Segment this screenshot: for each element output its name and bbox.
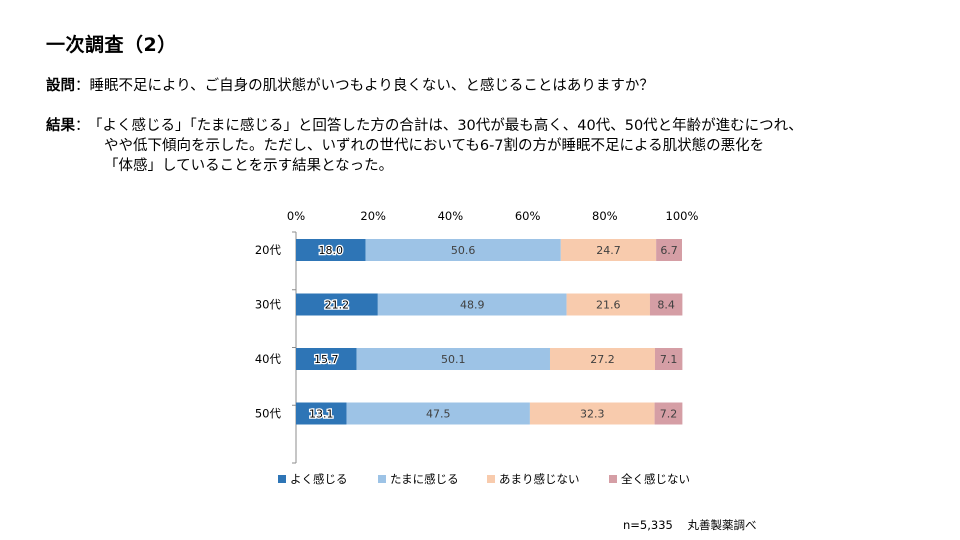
bar-segment (560, 239, 657, 261)
data-label: 50.6 (451, 244, 476, 257)
x-tick-label: 60% (515, 209, 541, 223)
bar-segment (656, 239, 682, 261)
x-tick-label: 80% (592, 209, 618, 223)
result-label: 結果 (46, 118, 75, 134)
bar-segment (296, 239, 366, 261)
category-label: 50代 (255, 407, 282, 421)
legend-label: たまに感じる (390, 472, 459, 486)
bar-segment (549, 348, 655, 370)
data-label: 7.1 (660, 353, 678, 366)
data-label: 21.6 (596, 299, 621, 312)
bar-segment (296, 402, 347, 425)
bar-segment (654, 348, 683, 370)
x-tick-label: 0% (287, 209, 305, 223)
x-tick-label: 20% (360, 209, 386, 223)
data-label: 21.2 (325, 299, 350, 312)
question: 設問：睡眠不足により、ご自身の肌状態がいつもより良くない、と感じることはあります… (46, 76, 654, 96)
footer: n=5,335 丸善製薬調べ (623, 517, 756, 533)
bar-segment (377, 293, 567, 316)
data-label: 8.4 (657, 299, 675, 312)
data-label: 13.1 (309, 408, 334, 421)
question-text: 睡眠不足により、ご自身の肌状態がいつもより良くない、と感じることはありますか？ (89, 78, 654, 94)
data-label: 6.7 (660, 244, 678, 257)
result-line-3: 「体感」していることを示す結果となった。 (104, 158, 394, 174)
result: 結果： 「よく感じる」「たまに感じる」と回答した方の合計は、30代が最も高く、4… (46, 116, 803, 174)
source-note: 丸善製薬調べ (687, 518, 757, 532)
data-label: 24.7 (596, 244, 621, 257)
legend-swatch (487, 475, 495, 483)
data-label: 15.7 (314, 353, 339, 366)
bar-segment (365, 239, 561, 261)
category-label: 30代 (255, 298, 282, 312)
data-label: 50.1 (441, 353, 466, 366)
data-label: 47.5 (426, 408, 451, 421)
bar-segment (346, 402, 530, 425)
data-label: 7.2 (660, 408, 678, 421)
data-label: 32.3 (580, 408, 605, 421)
bar-segment (356, 348, 550, 370)
bar-segment (529, 402, 655, 425)
result-sep: ： (75, 118, 90, 134)
data-label: 18.0 (318, 244, 343, 257)
x-tick-label: 40% (438, 209, 464, 223)
result-line-2: やや低下傾向を示した。ただし、いずれの世代においても6-7割の方が睡眠不足による… (104, 138, 765, 154)
legend-label: 全く感じない (621, 472, 690, 486)
question-sep: ： (75, 78, 90, 94)
result-line-1: 「よく感じる」「たまに感じる」と回答した方の合計は、30代が最も高く、40代、5… (88, 118, 803, 134)
category-label: 20代 (255, 243, 282, 257)
data-label: 48.9 (460, 299, 485, 312)
legend-swatch (609, 475, 617, 483)
bar-segment (296, 348, 357, 370)
category-label: 40代 (255, 352, 282, 366)
bar-segment (296, 293, 378, 316)
legend-label: あまり感じない (499, 472, 580, 486)
bar-segment (654, 402, 683, 425)
bar-segment (649, 293, 683, 316)
legend-swatch (378, 475, 386, 483)
data-label: 27.2 (590, 353, 615, 366)
x-tick-label: 100% (666, 209, 699, 223)
legend-label: よく感じる (290, 472, 348, 486)
question-label: 設問 (46, 78, 75, 94)
legend-swatch (278, 475, 286, 483)
sample-size: n=5,335 (623, 518, 673, 532)
page-title: 一次調査（2） (46, 34, 177, 56)
bar-segment (566, 293, 650, 316)
result-body: 「よく感じる」「たまに感じる」と回答した方の合計は、30代が最も高く、40代、5… (88, 116, 948, 176)
